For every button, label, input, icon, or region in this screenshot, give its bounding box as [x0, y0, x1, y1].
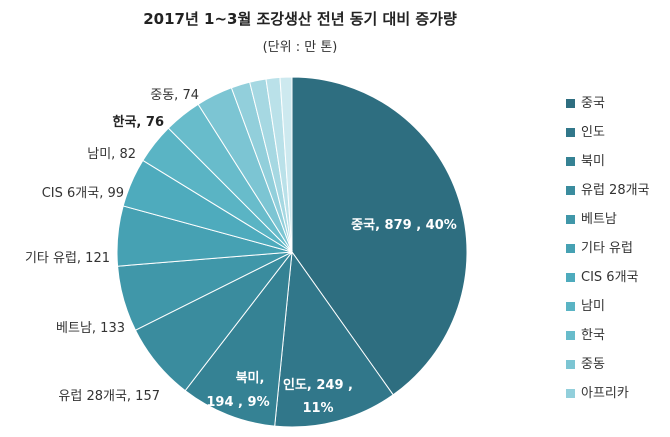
legend-swatch [566, 128, 575, 137]
legend-label: 중국 [581, 96, 605, 111]
legend-label: 유럽 28개국 [581, 183, 650, 198]
slice-label-eu28: 유럽 28개국, 157 [58, 389, 160, 404]
legend-swatch [566, 215, 575, 224]
legend-swatch [566, 244, 575, 253]
slice-label-korea: 한국, 76 [113, 114, 164, 130]
legend-swatch [566, 186, 575, 195]
legend-label: 인도 [581, 125, 605, 140]
legend-entry: 아프리카 [566, 385, 650, 414]
legend-entry: 북미 [566, 153, 650, 182]
slice-labels: 중국, 879 , 40% 인도, 249 , 11% 북미, 194 , 9%… [25, 88, 457, 416]
legend-swatch [566, 302, 575, 311]
legend-label: 아프리카 [581, 386, 629, 401]
legend-entry: 베트남 [566, 211, 650, 240]
legend-entry: CIS 6개국 [566, 269, 650, 298]
slice-label-india-line1: 인도, 249 , [283, 377, 353, 393]
pie-slice-13 [279, 76, 293, 253]
legend-entry: 남미 [566, 298, 650, 327]
legend-entry: 기타 유럽 [566, 240, 650, 269]
slice-label-other-europe: 기타 유럽, 121 [25, 251, 110, 266]
legend-entry: 중동 [566, 356, 650, 385]
legend-label: 기타 유럽 [581, 241, 633, 256]
legend-label: 베트남 [581, 212, 617, 227]
legend-label: 남미 [581, 299, 605, 314]
legend-label: CIS 6개국 [581, 270, 639, 285]
chart-title: 2017년 1~3월 조강생산 전년 동기 대비 증가량 [143, 10, 457, 28]
legend-label: 북미 [581, 154, 605, 169]
legend-entry: 인도 [566, 124, 650, 153]
pie-slice-0 [291, 76, 468, 396]
slice-label-namerica-line1: 북미, [236, 370, 265, 386]
pie-slice-2 [184, 250, 293, 427]
pie-slice-1 [274, 250, 394, 428]
legend-swatch [566, 389, 575, 398]
legend-label: 중동 [581, 357, 605, 372]
slice-label-vietnam: 베트남, 133 [56, 321, 125, 336]
slice-label-samerica: 남미, 82 [87, 147, 136, 162]
slice-label-india-line2: 11% [302, 401, 333, 416]
legend-label: 한국 [581, 328, 605, 343]
slice-label-cis6: CIS 6개국, 99 [42, 186, 124, 201]
legend-swatch [566, 157, 575, 166]
legend-entry: 유럽 28개국 [566, 182, 650, 211]
legend-swatch [566, 360, 575, 369]
slice-label-china: 중국, 879 , 40% [351, 218, 457, 233]
legend-swatch [566, 273, 575, 282]
chart-subtitle: (단위 : 만 톤) [262, 40, 338, 55]
legend-swatch [566, 331, 575, 340]
legend-entry: 중국 [566, 95, 650, 124]
slice-label-mideast: 중동, 74 [150, 88, 199, 103]
legend-swatch [566, 99, 575, 108]
slice-label-namerica-line2: 194 , 9% [206, 395, 269, 410]
legend-entry: 한국 [566, 327, 650, 356]
pie-slices [116, 76, 468, 428]
